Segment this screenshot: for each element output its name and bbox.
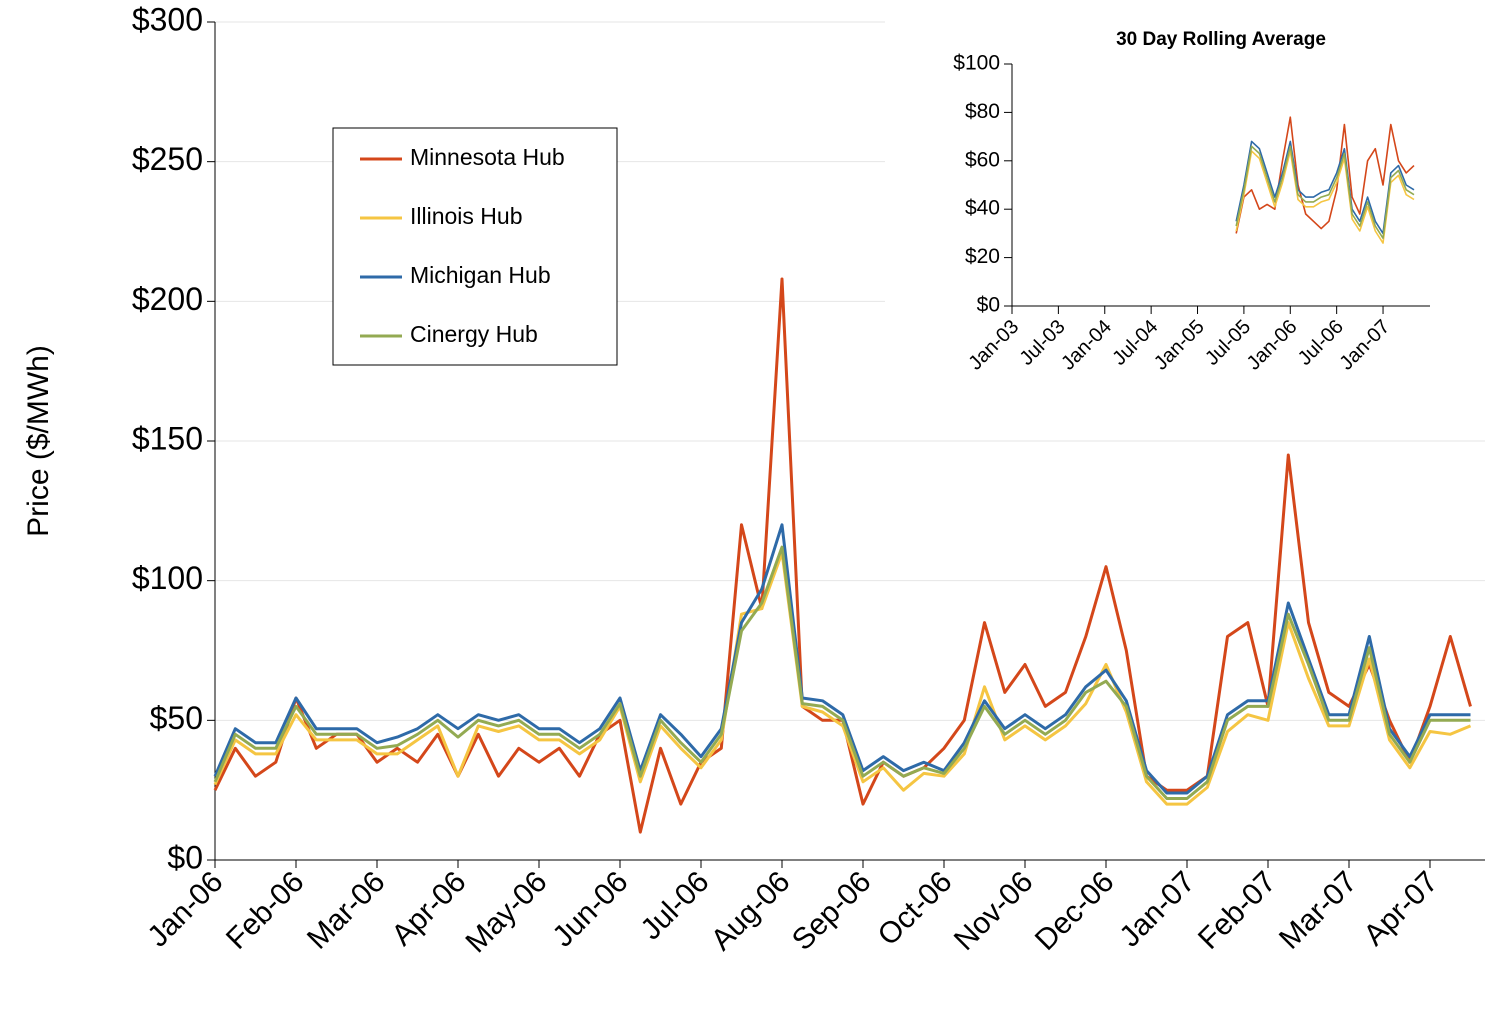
series-line: [213, 523, 1471, 795]
legend-label: Michigan Hub: [410, 262, 551, 288]
y-tick-label: $150: [132, 420, 203, 456]
x-tick-label: Apr-06: [386, 865, 473, 952]
chart-title: 30 Day Rolling Average: [1116, 29, 1326, 50]
series-line: [213, 551, 1472, 806]
y-tick-label: $250: [132, 141, 203, 177]
y-tick-label: $50: [150, 700, 203, 736]
x-tick-label: Aug-06: [705, 865, 797, 957]
legend-box: [332, 127, 618, 366]
x-tick-label: Mar-07: [1273, 865, 1364, 956]
x-tick-label: Dec-06: [1029, 865, 1121, 957]
x-tick-label: May-06: [459, 865, 553, 959]
x-tick-label: Jun-06: [546, 865, 634, 953]
y-tick-label: $0: [977, 294, 1000, 317]
legend-label: Minnesota Hub: [410, 144, 565, 170]
x-tick-label: Feb-07: [1192, 865, 1283, 956]
y-tick-label: $20: [965, 245, 1000, 268]
inset-background: [885, 14, 1485, 434]
x-tick-label: Oct-06: [872, 865, 959, 952]
x-tick-label: Jul-06: [634, 865, 715, 946]
y-tick-label: $200: [132, 281, 203, 317]
y-tick-label: $300: [132, 1, 203, 37]
y-tick-label: $40: [965, 197, 1000, 220]
x-tick-label: Feb-06: [220, 865, 311, 956]
y-tick-label: $0: [167, 839, 203, 875]
y-axis-label: Price ($/MWh): [22, 345, 55, 537]
x-tick-label: Jan-06: [141, 865, 229, 953]
x-tick-label: Apr-07: [1358, 865, 1445, 952]
x-tick-label: Mar-06: [301, 865, 392, 956]
x-tick-label: Sep-06: [786, 865, 878, 957]
legend-label: Illinois Hub: [410, 203, 523, 229]
series-line: [1235, 145, 1415, 239]
y-tick-label: $100: [132, 560, 203, 596]
y-tick-label: $60: [965, 148, 1000, 171]
series-line: [213, 545, 1471, 800]
series-line: [1235, 116, 1415, 234]
y-tick-label: $100: [953, 52, 1000, 75]
y-tick-label: $80: [965, 100, 1000, 123]
x-tick-label: Nov-06: [948, 865, 1040, 957]
x-tick-label: Jan-07: [1113, 865, 1201, 953]
legend-label: Cinergy Hub: [410, 321, 538, 347]
